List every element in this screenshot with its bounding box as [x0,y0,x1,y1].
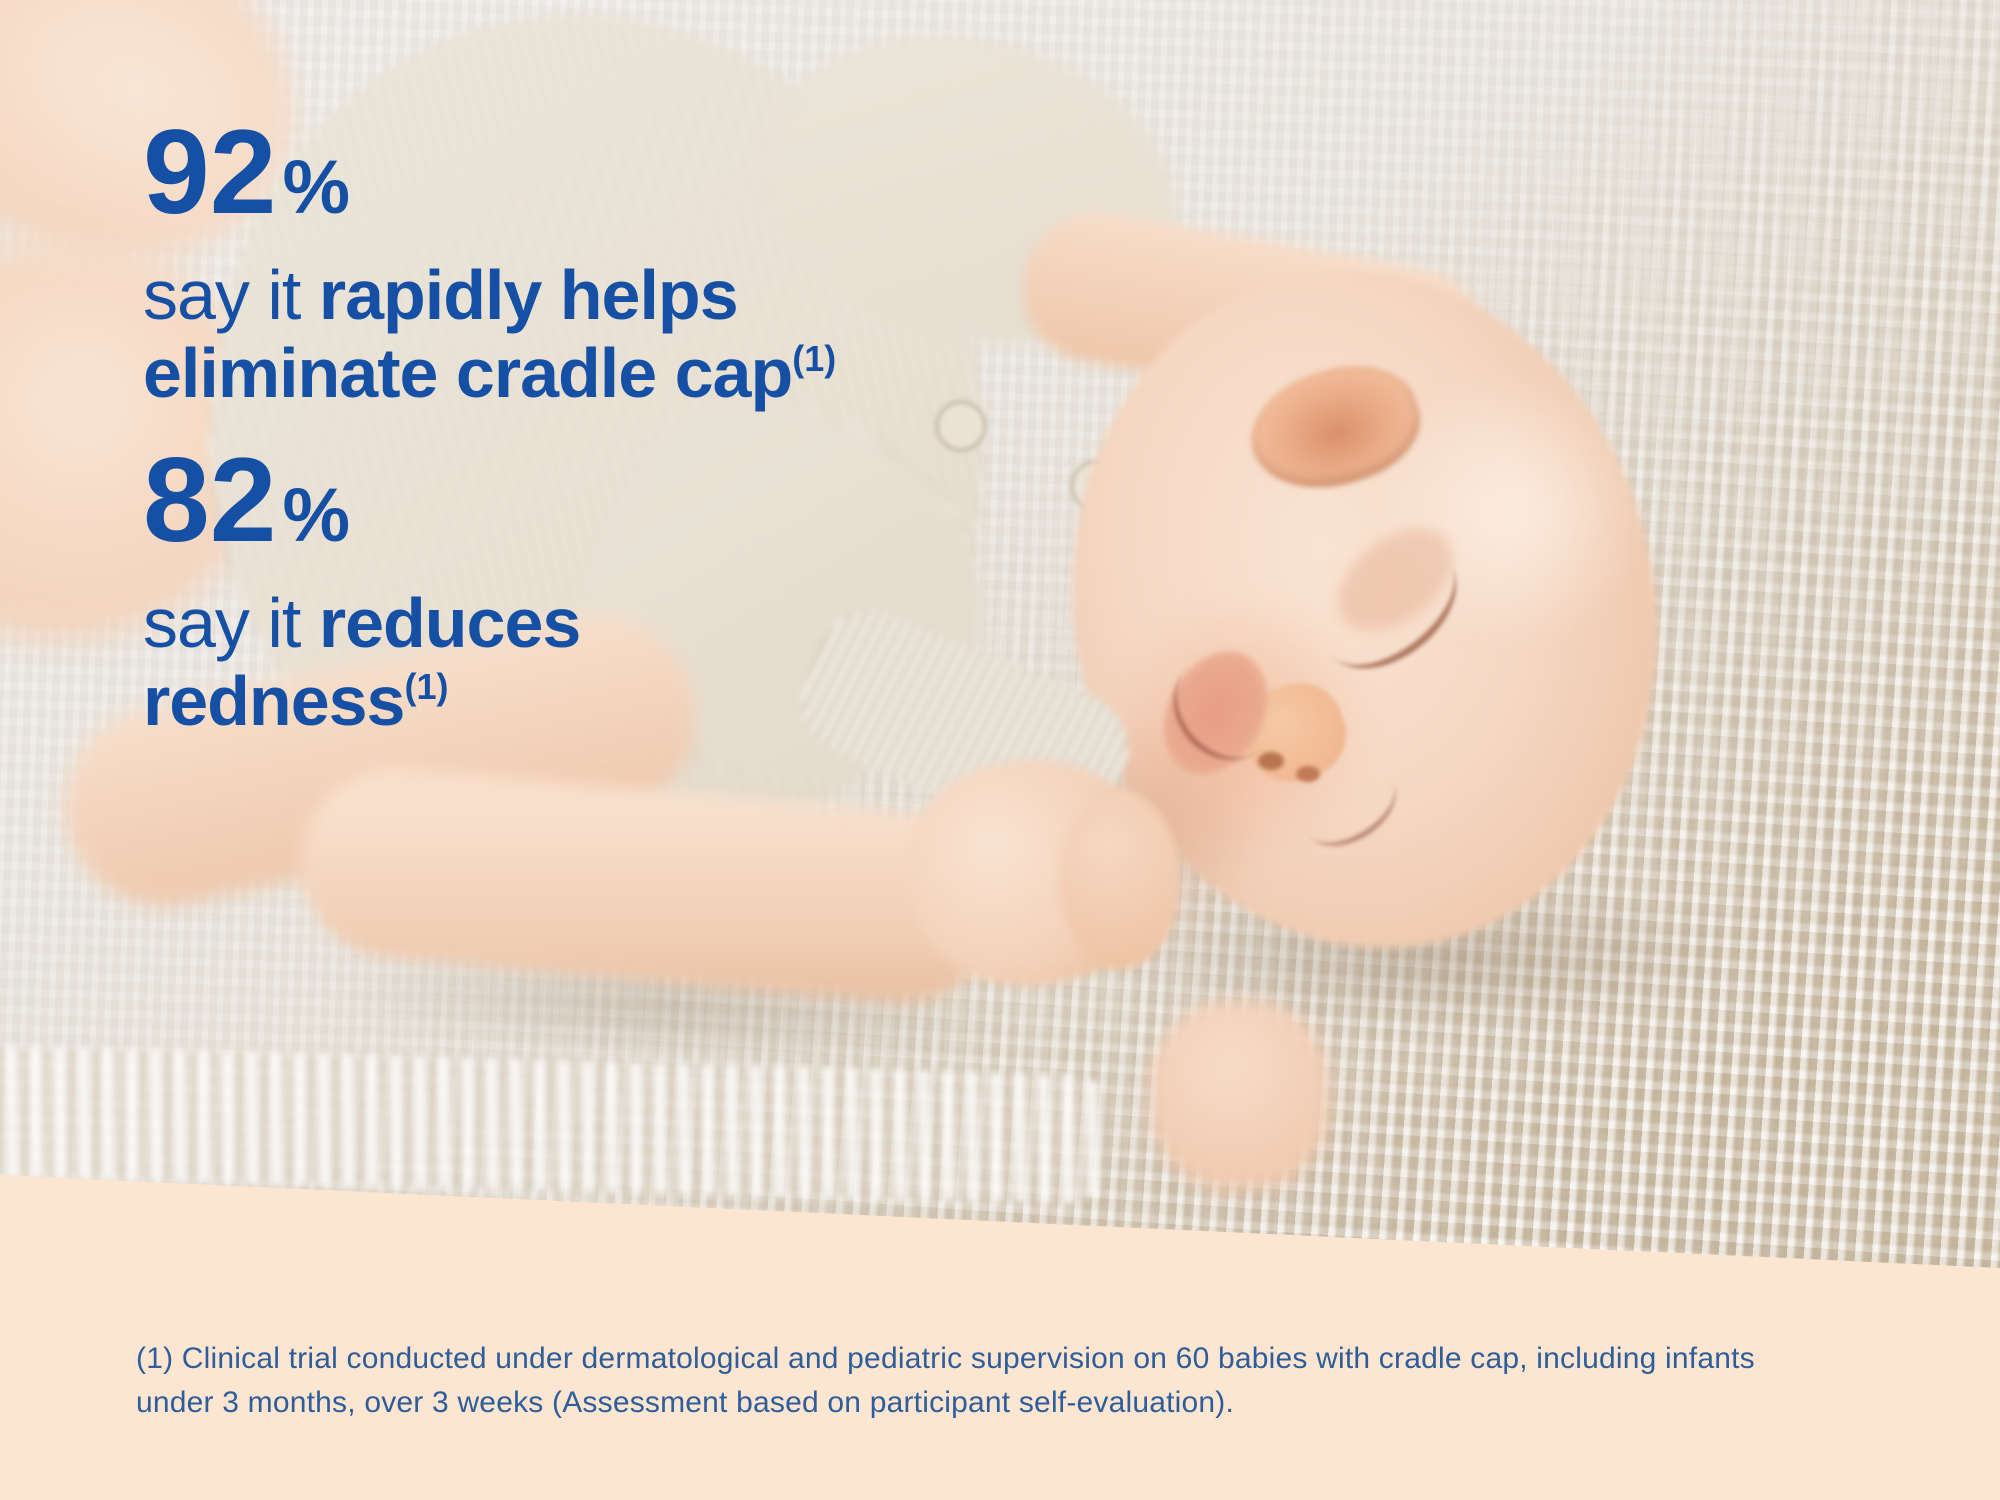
head-highlight [1380,360,1640,660]
baby-knuckles-shape [1060,790,1180,970]
stat-caption-line: say it rapidly helps [143,256,836,334]
footnote-marker: (1) [404,666,449,707]
baby-nostril [1296,766,1320,782]
stat-number-text: 92 [143,105,277,239]
stat-block-82: 82% say it reduces redness(1) [143,440,581,752]
stat-caption-line: eliminate cradle cap(1) [143,334,836,424]
stat-value-92: 92% [143,112,836,248]
caption-bold-text: rapidly helps [318,256,739,334]
footnote: (1) Clinical trial conducted under derma… [136,1337,1896,1425]
caption-bold-text: reduces [318,584,581,662]
caption-bold-text: eliminate cradle cap [143,334,793,412]
stat-number-text: 82 [143,433,277,567]
caption-bold-text: redness [143,662,405,740]
stat-caption-line: redness(1) [143,662,580,752]
footnote-line-1: (1) Clinical trial conducted under derma… [136,1342,1755,1375]
footnote-marker: (1) [792,338,837,379]
percent-sign: % [282,473,351,558]
percent-sign: % [282,145,351,230]
stat-caption-92: say it rapidly helps eliminate cradle ca… [143,256,836,424]
onesie-snap-button [935,400,987,452]
baby-fingertips-shape [1150,1000,1330,1190]
baby-nostril [1258,752,1284,770]
stat-caption-82: say it reduces redness(1) [143,584,581,752]
stat-value-82: 82% [143,440,580,576]
stat-caption-line: say it reduces [143,584,581,662]
stat-block-92: 92% say it rapidly helps eliminate cradl… [143,112,836,424]
caption-regular-text: say it [143,584,319,662]
caption-regular-text: say it [143,256,319,334]
footnote-line-2: under 3 months, over 3 weeks (Assessment… [136,1386,1235,1419]
